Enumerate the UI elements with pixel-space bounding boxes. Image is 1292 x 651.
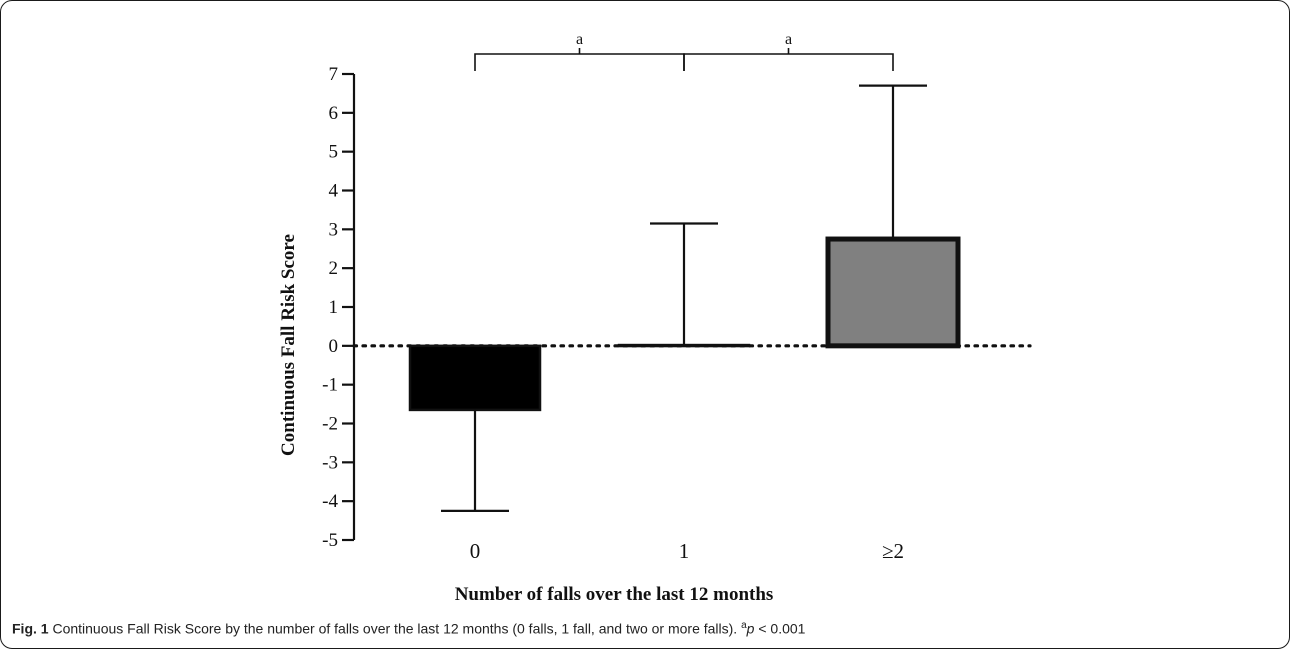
caption-text: Continuous Fall Risk Score by the number…: [48, 620, 742, 637]
caption-superscript: a: [741, 620, 747, 631]
caption-p-symbol: p: [746, 620, 755, 637]
caption-label: Fig. 1: [12, 620, 49, 637]
caption-p-value: < 0.001: [754, 620, 806, 637]
x-tick-label: 0: [470, 539, 481, 563]
x-axis-label: Number of falls over the last 12 months: [455, 584, 774, 605]
significance-label: a: [785, 31, 792, 48]
y-tick-label: 4: [329, 181, 339, 202]
significance-label: a: [576, 31, 583, 48]
bars-group: 0 1 ≥2: [352, 84, 1032, 563]
y-tick-label: 6: [329, 103, 339, 124]
y-tick-label: 2: [329, 258, 339, 279]
figure-caption: Fig. 1 Continuous Fall Risk Score by the…: [12, 620, 1272, 637]
x-tick-label: ≥2: [882, 539, 904, 563]
y-tick-label: 1: [329, 297, 339, 318]
y-tick-label: -1: [322, 375, 338, 396]
y-tick-label: -3: [322, 452, 338, 473]
y-tick-label: 0: [329, 336, 339, 357]
x-tick-label: 1: [679, 539, 690, 563]
bar: [825, 236, 961, 349]
y-tick-label: 7: [329, 64, 339, 85]
y-tick-label: 5: [329, 142, 339, 163]
y-tick-label: -4: [322, 491, 338, 512]
y-axis-label: Continuous Fall Risk Score: [278, 234, 299, 456]
y-tick-label: 3: [329, 219, 339, 240]
y-tick-label: -5: [322, 530, 338, 551]
bar: [617, 343, 751, 348]
significance-bracket: [683, 53, 894, 71]
bar: [408, 344, 542, 412]
y-axis: -5 -4 -3 -2 -1 0 1 2 3 4 5 6 7: [322, 64, 356, 551]
y-tick-label: -2: [322, 414, 338, 435]
significance-bracket: [474, 53, 685, 71]
